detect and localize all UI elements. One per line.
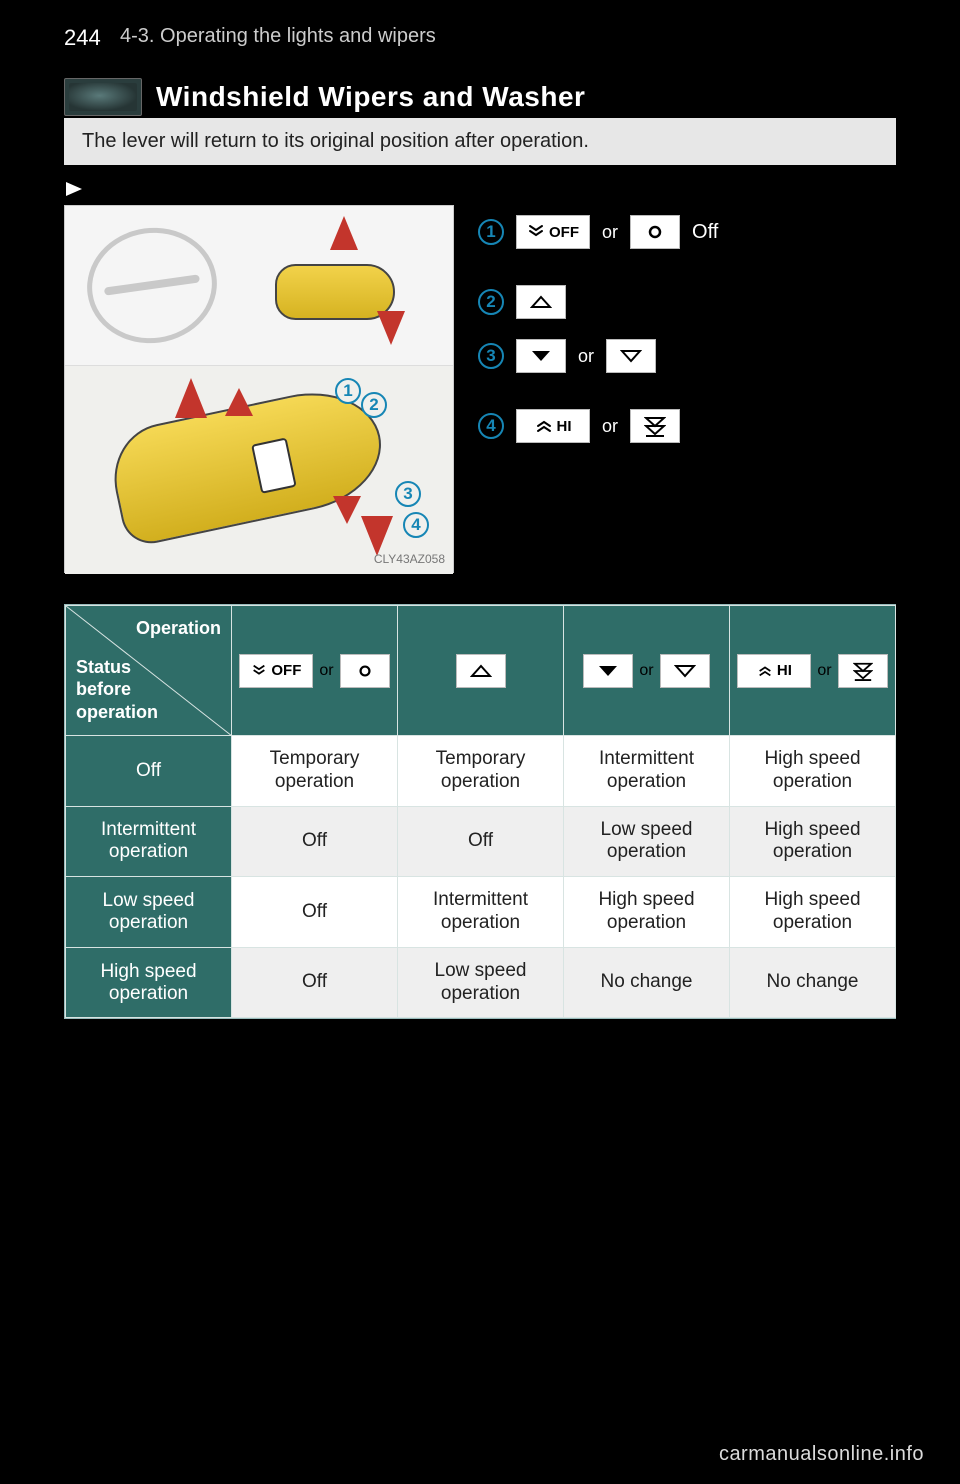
corner-bottom-label: Statusbeforeoperation xyxy=(76,656,158,724)
callout-2-icon: 2 xyxy=(478,289,504,315)
table-cell: Off xyxy=(232,877,398,948)
table-cell: Intermittent operation xyxy=(564,736,730,807)
arrow-down-1-icon xyxy=(333,496,361,524)
legend-row-4: 4 HI or xyxy=(478,406,896,446)
arrow-up-2-icon xyxy=(225,388,253,416)
table-cell: Low speed operation xyxy=(398,947,564,1018)
page-number: 244 xyxy=(64,25,101,51)
operation-table: Operation Statusbeforeoperation OFF or xyxy=(64,604,896,1019)
triangle-up-open-icon xyxy=(516,285,566,319)
diagram-callout-2: 2 xyxy=(361,392,387,418)
triangle-down-open-icon xyxy=(660,654,710,688)
circle-symbol-icon xyxy=(340,654,390,688)
row-header: Off xyxy=(66,736,232,807)
table-row: Intermittent operation Off Off Low speed… xyxy=(66,806,896,877)
breadcrumb: 4-3. Operating the lights and wipers xyxy=(120,25,436,48)
triangle-down-solid-icon xyxy=(583,654,633,688)
double-down-icon xyxy=(630,409,680,443)
section-pointer-icon xyxy=(64,180,86,198)
table-cell: Off xyxy=(232,806,398,877)
col-header-2 xyxy=(398,606,564,736)
col-header-4: HI or xyxy=(730,606,896,736)
table-cell: High speed operation xyxy=(730,736,896,807)
title-badge-icon xyxy=(64,78,142,116)
or-text: or xyxy=(578,346,594,367)
or-text: or xyxy=(602,416,618,437)
off-symbol-icon: OFF xyxy=(239,654,313,688)
row-header: Low speed operation xyxy=(66,877,232,948)
table-cell: Low speed operation xyxy=(564,806,730,877)
diagram-callout-1: 1 xyxy=(335,378,361,404)
table-cell: Temporary operation xyxy=(398,736,564,807)
triangle-down-open-icon xyxy=(606,339,656,373)
legend-1-text: Off xyxy=(692,221,718,244)
callout-1-icon: 1 xyxy=(478,219,504,245)
legend-row-1: 1 OFF or Off xyxy=(478,212,896,252)
title-bar: Windshield Wipers and Washer xyxy=(64,76,896,118)
legend-row-3: 3 or xyxy=(478,336,896,376)
or-text: or xyxy=(817,662,831,680)
circle-symbol-icon xyxy=(630,215,680,249)
intro-text: The lever will return to its original po… xyxy=(64,118,896,165)
diagram-callout-3: 3 xyxy=(395,481,421,507)
callout-4-icon: 4 xyxy=(478,413,504,439)
footer-watermark: carmanualsonline.info xyxy=(0,1443,960,1466)
arrow-down-2-icon xyxy=(361,516,393,556)
legend: 1 OFF or Off 2 3 or xyxy=(478,212,896,460)
diagram-upper-panel xyxy=(65,206,453,366)
table-row: High speed operation Off Low speed opera… xyxy=(66,947,896,1018)
corner-top-label: Operation xyxy=(136,618,221,639)
off-symbol-icon: OFF xyxy=(516,215,590,249)
diagram-callout-4: 4 xyxy=(403,512,429,538)
arrow-down-icon xyxy=(377,311,405,345)
table-cell: Intermittent operation xyxy=(398,877,564,948)
arrow-up-icon xyxy=(330,216,358,250)
steering-wheel-icon xyxy=(80,220,225,352)
or-text: or xyxy=(602,222,618,243)
callout-3-icon: 3 xyxy=(478,343,504,369)
arrow-up-1-icon xyxy=(175,378,207,418)
row-header: High speed operation xyxy=(66,947,232,1018)
table-cell: Off xyxy=(232,947,398,1018)
or-text: or xyxy=(319,662,333,680)
table-row: Low speed operation Off Intermittent ope… xyxy=(66,877,896,948)
stalk-switch-icon xyxy=(251,437,297,493)
col-header-3: or xyxy=(564,606,730,736)
table-cell: No change xyxy=(730,947,896,1018)
table-cell: No change xyxy=(564,947,730,1018)
table-cell: Temporary operation xyxy=(232,736,398,807)
page-root: 244 4-3. Operating the lights and wipers… xyxy=(0,0,960,1484)
double-down-icon xyxy=(838,654,888,688)
hi-symbol-icon: HI xyxy=(737,654,811,688)
or-text: or xyxy=(639,662,653,680)
page-title: Windshield Wipers and Washer xyxy=(156,81,585,113)
triangle-down-solid-icon xyxy=(516,339,566,373)
legend-row-2: 2 xyxy=(478,282,896,322)
row-header: Intermittent operation xyxy=(66,806,232,877)
table-row: Off Temporary operation Temporary operat… xyxy=(66,736,896,807)
wiper-lever-diagram: 1 2 3 4 CLY43AZ058 xyxy=(64,205,454,573)
hi-symbol-icon: HI xyxy=(516,409,590,443)
table-cell: High speed operation xyxy=(730,877,896,948)
table-cell: High speed operation xyxy=(730,806,896,877)
table-header-row: Operation Statusbeforeoperation OFF or xyxy=(66,606,896,736)
table-cell: Off xyxy=(398,806,564,877)
triangle-up-open-icon xyxy=(456,654,506,688)
table-cell: High speed operation xyxy=(564,877,730,948)
table-corner-cell: Operation Statusbeforeoperation xyxy=(66,606,232,736)
col-header-1: OFF or xyxy=(232,606,398,736)
diagram-code: CLY43AZ058 xyxy=(374,552,445,566)
